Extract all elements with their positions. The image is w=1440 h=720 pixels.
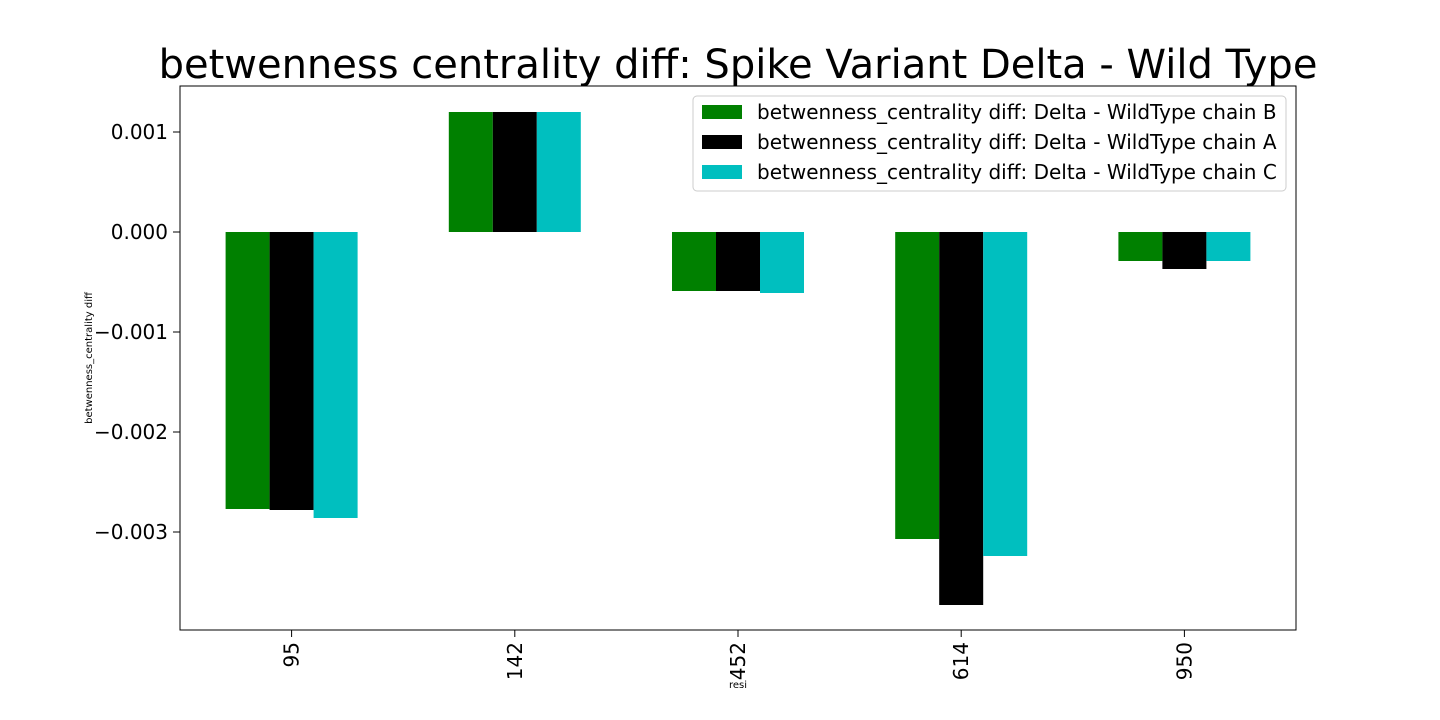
bars-group (225, 112, 1251, 605)
bar-614-series-1 (939, 232, 984, 605)
y-axis-label: betwenness_centrality diff (84, 291, 95, 424)
x-tick-label: 142 (503, 642, 527, 680)
bar-95-series-2 (313, 232, 358, 518)
bar-95-series-1 (269, 232, 314, 510)
legend: betwenness_centrality diff: Delta - Wild… (692, 95, 1287, 192)
bar-95-series-0 (225, 232, 270, 509)
legend-label-series-1: betwenness_centrality diff: Delta - Wild… (757, 130, 1277, 154)
legend-swatch-series-2 (702, 165, 742, 179)
bar-452-series-2 (760, 232, 804, 293)
bar-452-series-0 (672, 232, 716, 291)
bar-950-series-1 (1162, 232, 1207, 269)
x-tick-label: 614 (949, 642, 973, 680)
y-axis: 0.001 0.000 −0.001 −0.002 −0.003 (94, 120, 180, 544)
bar-950-series-0 (1118, 232, 1163, 261)
legend-swatch-series-1 (702, 135, 742, 149)
legend-box (692, 95, 1287, 192)
x-tick-label: 452 (726, 642, 750, 680)
bar-142-series-2 (536, 112, 581, 232)
legend-label-series-2: betwenness_centrality diff: Delta - Wild… (757, 160, 1277, 184)
y-tick-label: −0.001 (94, 320, 168, 344)
bar-142-series-1 (492, 112, 537, 232)
x-tick-label: 950 (1172, 642, 1196, 680)
bar-452-series-1 (716, 232, 760, 291)
bar-950-series-2 (1206, 232, 1251, 261)
bar-142-series-0 (448, 112, 493, 232)
x-axis-label: resi (729, 680, 747, 691)
x-tick-label: 95 (280, 642, 304, 667)
x-axis: 95 142 452 614 950 (280, 630, 1196, 680)
y-tick-label: −0.002 (94, 420, 168, 444)
legend-swatch-series-0 (702, 105, 742, 119)
bar-614-series-2 (983, 232, 1028, 556)
y-tick-label: −0.003 (94, 520, 168, 544)
chart-title: betwenness centrality diff: Spike Varian… (159, 42, 1318, 88)
y-tick-label: 0.001 (111, 120, 168, 144)
legend-label-series-0: betwenness_centrality diff: Delta - Wild… (757, 100, 1277, 124)
y-tick-label: 0.000 (111, 220, 168, 244)
bar-614-series-0 (895, 232, 940, 539)
